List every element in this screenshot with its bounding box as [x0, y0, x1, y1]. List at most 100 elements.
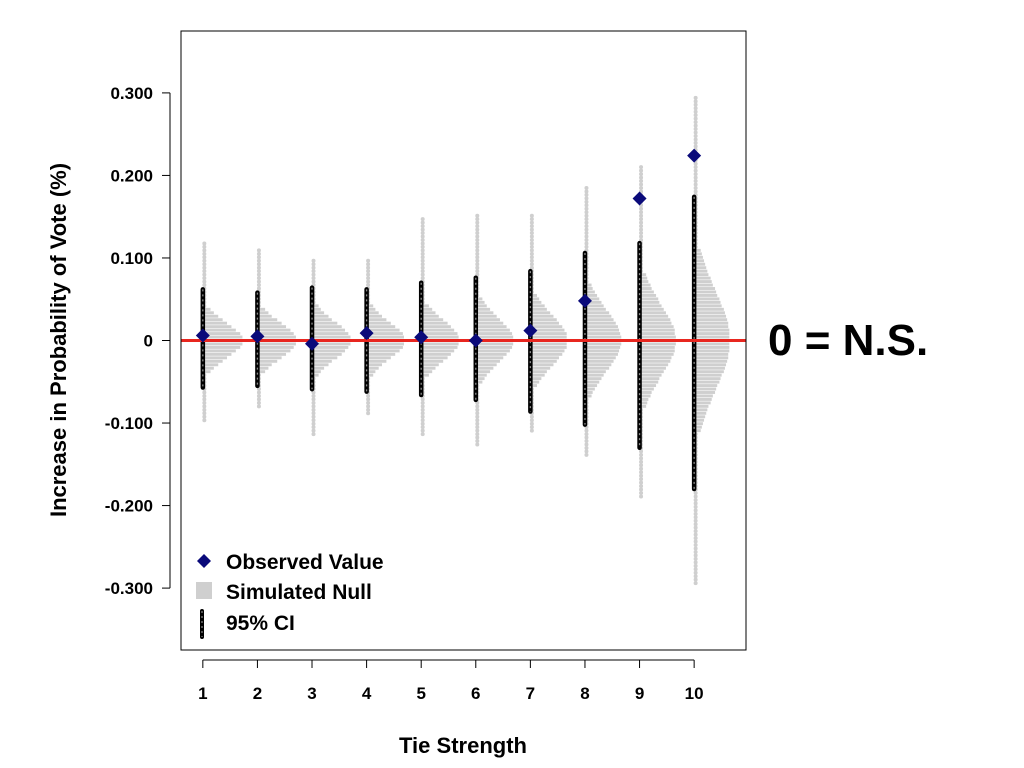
- null-bin: [202, 349, 236, 353]
- null-dot: [693, 515, 698, 520]
- null-dot: [529, 217, 534, 222]
- null-dot: [693, 494, 698, 499]
- null-bin: [312, 311, 325, 315]
- null-bin: [312, 373, 319, 377]
- null-bin: [421, 318, 444, 322]
- null-dot: [529, 262, 534, 267]
- null-bin: [530, 318, 557, 322]
- null-dot: [311, 272, 316, 277]
- observed-point: [687, 148, 702, 163]
- null-dot: [311, 393, 316, 398]
- null-dot: [202, 241, 207, 246]
- null-bin: [639, 384, 657, 388]
- null-dot: [366, 276, 371, 281]
- null-bin: [530, 384, 537, 388]
- null-dot: [693, 549, 698, 554]
- null-bin: [584, 373, 604, 377]
- null-bin: [639, 332, 675, 336]
- null-dot: [420, 421, 425, 426]
- null-dot: [311, 397, 316, 402]
- null-bin: [366, 321, 391, 325]
- null-bin: [530, 370, 547, 374]
- observed-point: [414, 330, 429, 345]
- null-dot: [202, 397, 207, 402]
- null-dot: [529, 248, 534, 253]
- null-bin: [475, 349, 510, 353]
- null-dot: [693, 189, 698, 194]
- legend-null-marker: [196, 582, 212, 599]
- null-bin: [475, 356, 504, 360]
- null-bin: [694, 314, 727, 318]
- null-dot: [693, 99, 698, 104]
- null-bin: [639, 401, 648, 405]
- null-dot: [639, 175, 644, 180]
- null-bin: [584, 352, 618, 356]
- null-dot: [420, 227, 425, 232]
- null-dot: [475, 432, 480, 437]
- null-dot: [475, 248, 480, 253]
- null-dot: [420, 404, 425, 409]
- null-dot: [693, 175, 698, 180]
- null-dot: [584, 196, 589, 201]
- observed-point: [468, 333, 483, 348]
- null-dot: [256, 269, 261, 274]
- null-bin: [639, 300, 660, 304]
- null-dot: [639, 470, 644, 475]
- null-dot: [420, 428, 425, 433]
- null-dot: [420, 234, 425, 239]
- null-bin: [694, 397, 712, 401]
- null-dot: [529, 425, 534, 430]
- null-dot: [693, 570, 698, 575]
- null-dot: [475, 251, 480, 256]
- observed-point: [632, 191, 647, 206]
- null-bin: [694, 418, 705, 422]
- null-dot: [693, 182, 698, 187]
- null-bin: [202, 352, 232, 356]
- null-bin: [694, 318, 728, 322]
- null-dot: [475, 241, 480, 246]
- null-bin: [530, 321, 559, 325]
- null-dot: [693, 127, 698, 132]
- null-bin: [584, 300, 602, 304]
- null-bin: [694, 411, 707, 415]
- null-dot: [420, 269, 425, 274]
- null-bin: [639, 304, 662, 308]
- null-bin: [694, 325, 729, 329]
- null-dot: [584, 234, 589, 239]
- null-bin: [366, 342, 405, 346]
- null-bin: [694, 422, 703, 426]
- null-bin: [257, 345, 294, 349]
- null-bin: [530, 297, 540, 301]
- null-bin: [639, 328, 675, 332]
- null-bin: [312, 314, 329, 318]
- null-bin: [694, 366, 725, 370]
- null-bin: [475, 318, 500, 322]
- null-dot: [693, 577, 698, 582]
- null-dot: [420, 400, 425, 405]
- null-dot: [584, 213, 589, 218]
- null-bin: [694, 321, 729, 325]
- y-tick-label: -0.200: [105, 497, 153, 516]
- null-bin: [312, 352, 342, 356]
- null-dot: [639, 165, 644, 170]
- null-bin: [639, 349, 675, 353]
- null-bin: [257, 325, 287, 329]
- null-dot: [366, 411, 371, 416]
- null-dot: [475, 255, 480, 260]
- null-dot: [639, 179, 644, 184]
- null-bin: [694, 290, 717, 294]
- null-bin: [475, 352, 507, 356]
- null-bin: [584, 394, 592, 398]
- null-bin: [694, 287, 716, 290]
- null-bin: [475, 321, 504, 325]
- null-dot: [584, 217, 589, 222]
- null-bin: [312, 349, 346, 353]
- null-dot: [529, 231, 534, 236]
- null-dot: [475, 217, 480, 222]
- null-bin: [202, 328, 236, 332]
- null-dot: [639, 477, 644, 482]
- null-dot: [693, 120, 698, 125]
- null-dot: [639, 217, 644, 222]
- null-dot: [584, 224, 589, 229]
- null-dot: [693, 172, 698, 177]
